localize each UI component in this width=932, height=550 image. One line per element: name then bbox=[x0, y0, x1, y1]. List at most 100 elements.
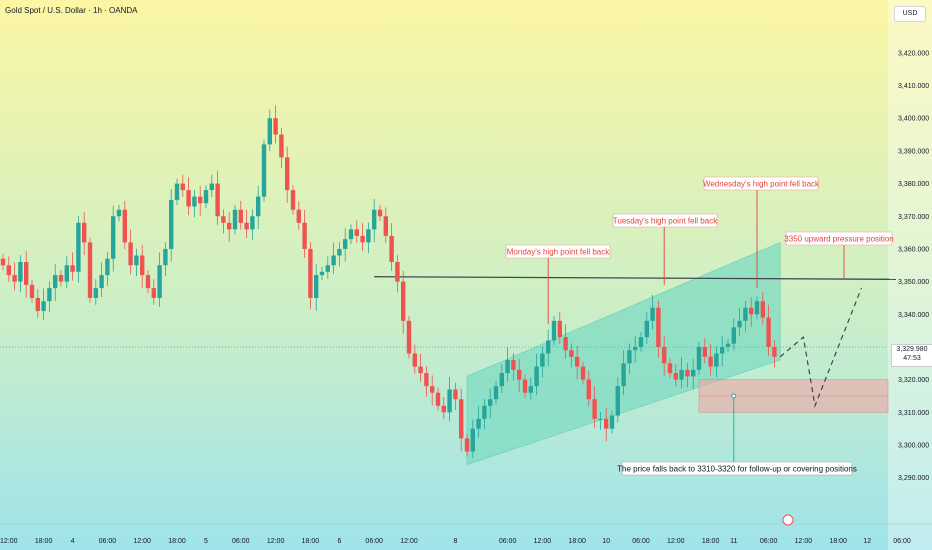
candle-body bbox=[731, 327, 736, 344]
candle-body bbox=[760, 301, 765, 318]
candle-body bbox=[743, 307, 748, 321]
candle-body bbox=[70, 265, 75, 272]
x-tick-label: 12:00 bbox=[0, 538, 18, 545]
candle-body bbox=[267, 118, 272, 145]
candle-body bbox=[638, 337, 644, 347]
annotation-label: 3350 upward pressure position bbox=[784, 235, 893, 244]
candle-body bbox=[192, 196, 197, 207]
x-tick-label: 12:00 bbox=[534, 538, 552, 545]
candle-body bbox=[82, 222, 87, 243]
candle-body bbox=[621, 363, 626, 387]
x-tick-label: 06:00 bbox=[760, 538, 778, 545]
candle-body bbox=[12, 275, 17, 282]
annotation-label: Wednesday's high point fell back bbox=[703, 180, 820, 189]
candle-body bbox=[354, 229, 359, 236]
candle-body bbox=[430, 386, 435, 393]
candle-body bbox=[557, 320, 562, 338]
x-tick-label: 4 bbox=[71, 538, 75, 545]
current-price-value: 3,329.980 bbox=[896, 346, 928, 353]
candle-body bbox=[476, 418, 481, 429]
candle-body bbox=[53, 275, 58, 289]
candle-body bbox=[145, 275, 151, 289]
candle-body bbox=[406, 320, 412, 354]
candle-body bbox=[662, 346, 667, 364]
candle-body bbox=[302, 222, 307, 249]
candle-body bbox=[412, 353, 417, 367]
candle-body bbox=[134, 255, 139, 266]
candle-body bbox=[186, 190, 191, 207]
currency-button[interactable]: USD bbox=[894, 6, 926, 22]
candle-body bbox=[256, 196, 261, 217]
candle-body bbox=[377, 209, 383, 217]
candle-body bbox=[24, 262, 29, 285]
candle-body bbox=[586, 379, 591, 400]
candle-body bbox=[522, 379, 528, 393]
candle-body bbox=[482, 405, 487, 419]
x-tick-label: 5 bbox=[204, 538, 208, 545]
candle-body bbox=[766, 317, 771, 347]
candle-body bbox=[546, 340, 551, 354]
candle-body bbox=[76, 222, 81, 272]
candle-body bbox=[673, 373, 678, 380]
candle-body bbox=[459, 399, 464, 439]
candle-body bbox=[395, 262, 400, 282]
candle-body bbox=[232, 209, 238, 230]
candle-body bbox=[221, 216, 226, 223]
y-tick-label: 3,410.000 bbox=[898, 83, 929, 90]
candle-body bbox=[203, 190, 209, 204]
candle-body bbox=[383, 216, 388, 236]
y-tick-label: 3,400.000 bbox=[898, 116, 929, 123]
candle-body bbox=[122, 209, 127, 243]
candle-body bbox=[331, 255, 336, 266]
candle-body bbox=[424, 373, 429, 387]
candle-body bbox=[615, 386, 620, 416]
candle-body bbox=[128, 242, 133, 266]
candle-body bbox=[772, 346, 777, 357]
x-tick-label: 12:00 bbox=[400, 538, 418, 545]
candle-body bbox=[0, 258, 6, 266]
candle-body bbox=[627, 350, 632, 364]
candle-body bbox=[592, 399, 597, 419]
candle-body bbox=[493, 386, 499, 400]
annotation-label: Tuesday's high point fell back bbox=[613, 217, 718, 226]
candle-body bbox=[604, 418, 609, 429]
candle-body bbox=[209, 183, 214, 191]
candle-body bbox=[325, 265, 330, 272]
candle-body bbox=[441, 405, 446, 413]
candle-body bbox=[99, 275, 104, 289]
candle-body bbox=[116, 209, 122, 217]
x-tick-label: 18:00 bbox=[702, 538, 720, 545]
x-tick-label: 18:00 bbox=[168, 538, 186, 545]
candle-body bbox=[464, 438, 470, 452]
x-tick-label: 10 bbox=[602, 538, 610, 545]
candle-body bbox=[343, 239, 348, 249]
candle-body bbox=[563, 337, 568, 351]
annotation-box bbox=[785, 231, 893, 246]
candle-body bbox=[696, 346, 702, 370]
candle-body bbox=[685, 369, 690, 377]
y-tick-label: 3,300.000 bbox=[898, 442, 929, 449]
candle-body bbox=[319, 271, 325, 276]
candle-body bbox=[418, 366, 423, 374]
candle-body bbox=[366, 229, 371, 243]
resistance-line bbox=[374, 276, 897, 280]
candle-body bbox=[151, 288, 156, 298]
y-tick-label: 3,390.000 bbox=[898, 148, 929, 155]
x-tick-label: 8 bbox=[453, 538, 457, 545]
event-marker-icon bbox=[782, 514, 794, 526]
x-tick-label: 18:00 bbox=[568, 538, 586, 545]
candle-body bbox=[47, 288, 52, 302]
candle-body bbox=[453, 389, 458, 400]
candle-body bbox=[714, 353, 719, 367]
candle-body bbox=[754, 301, 760, 315]
chart-title: Gold Spot / U.S. Dollar · 1h · OANDA bbox=[5, 6, 138, 15]
candle-body bbox=[348, 229, 354, 240]
candle-body bbox=[725, 343, 731, 347]
candle-body bbox=[540, 353, 545, 367]
annotation-box bbox=[612, 213, 718, 228]
candle-body bbox=[650, 307, 655, 321]
candle-body bbox=[569, 350, 574, 357]
annotation-box bbox=[505, 244, 611, 259]
